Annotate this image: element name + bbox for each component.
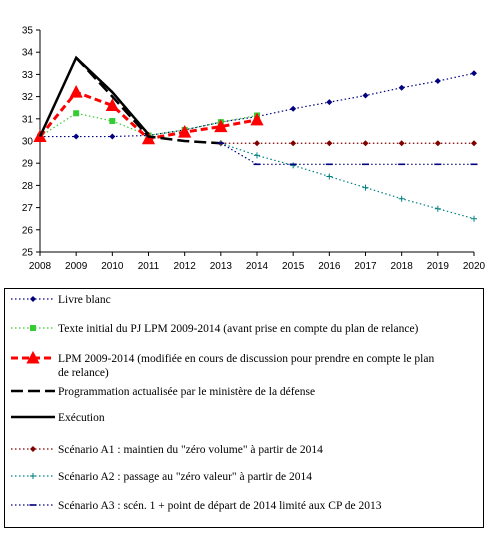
- x-tick-label: 2020: [463, 261, 486, 272]
- legend-label: Scénario A1 : maintien du "zéro volume" …: [58, 444, 323, 456]
- x-tick-label: 2011: [138, 261, 160, 272]
- y-tick-label: 30: [22, 137, 34, 148]
- series-line: [40, 72, 475, 138]
- legend-item-6: Scénario A1 : maintien du "zéro volume" …: [11, 444, 323, 456]
- x-tick-label: 2018: [391, 261, 414, 272]
- y-tick-label: 27: [22, 203, 34, 214]
- data-point: [362, 92, 369, 99]
- data-point: [434, 205, 441, 212]
- data-point: [471, 215, 477, 222]
- x-tick-label: 2009: [65, 261, 88, 272]
- legend-marker: [30, 473, 36, 479]
- series-line: [220, 142, 474, 165]
- legend-label: Scénario A2 : passage au "zéro valeur" à…: [58, 471, 312, 483]
- y-tick-label: 35: [22, 26, 34, 37]
- series-line: [75, 56, 221, 145]
- data-point: [362, 140, 369, 147]
- data-point: [471, 140, 477, 147]
- axes: 25 26 27 28 29 30 31 32 33 34 35 2008 2009 2010 2011 20…: [22, 26, 486, 273]
- y-tick-label: 26: [22, 225, 34, 236]
- legend-item-8: Scénario A3 : scén. 1 + point de départ …: [11, 500, 382, 512]
- data-point: [73, 110, 80, 117]
- legend-item-2: Texte initial du PJ LPM 2009-2014 (avant…: [11, 323, 419, 335]
- data-point: [290, 162, 297, 169]
- x-tick-label: 2010: [101, 261, 124, 272]
- legend-marker: [30, 325, 36, 331]
- data-point: [471, 70, 477, 77]
- series-4: [75, 56, 221, 145]
- legend-label: Texte initial du PJ LPM 2009-2014 (avant…: [58, 323, 419, 335]
- x-tick-label: 2014: [246, 261, 269, 272]
- x-tick-label: 2013: [210, 261, 233, 272]
- chart: 25 26 27 28 29 30 31 32 33 34 35 2008 2009 2010 2011 20…: [22, 26, 486, 273]
- data-point: [250, 112, 264, 126]
- data-point: [290, 140, 297, 147]
- legend-marker: [30, 296, 36, 302]
- legend-label: LPM 2009-2014 (modifiée en cours de disc…: [58, 353, 434, 365]
- data-point: [290, 105, 297, 112]
- x-tick-label: 2008: [29, 261, 52, 272]
- legend-item-3: LPM 2009-2014 (modifiée en cours de disc…: [11, 350, 434, 379]
- legend-item-4: Programmation actualisée par le ministèr…: [11, 386, 315, 398]
- data-point: [326, 99, 333, 106]
- series-layer: [33, 55, 478, 222]
- y-tick-label: 33: [22, 70, 34, 81]
- series-5: [38, 55, 150, 138]
- y-tick-label: 28: [22, 181, 34, 192]
- legend-label: Programmation actualisée par le ministèr…: [58, 386, 315, 398]
- legend-label: Scénario A3 : scén. 1 + point de départ …: [58, 500, 382, 512]
- data-point: [398, 140, 405, 147]
- y-tick-label: 25: [22, 248, 34, 259]
- data-point: [141, 131, 156, 145]
- data-point: [109, 133, 116, 140]
- x-tick-label: 2019: [427, 261, 450, 272]
- series-8: [217, 142, 478, 166]
- data-point: [109, 118, 116, 125]
- data-point: [105, 98, 119, 111]
- data-point: [254, 140, 260, 147]
- legend-label: Exécution: [58, 412, 105, 424]
- data-point: [73, 133, 80, 140]
- data-point: [69, 85, 83, 98]
- legend: Livre blanc Texte initial du PJ LPM 2009-…: [4, 288, 484, 528]
- y-tick-label: 32: [22, 92, 34, 103]
- series-1: [37, 70, 477, 140]
- legend-marker: [26, 350, 40, 364]
- x-tick-label: 2017: [354, 261, 377, 272]
- series-line: [38, 55, 150, 138]
- y-tick-label: 31: [22, 114, 34, 125]
- x-tick-label: 2015: [282, 261, 305, 272]
- data-point: [362, 184, 369, 191]
- data-point: [214, 119, 228, 133]
- series-line: [220, 142, 475, 220]
- legend-item-1: Livre blanc: [11, 294, 111, 306]
- y-tick-label: 29: [22, 159, 34, 170]
- legend-marker: [30, 446, 36, 452]
- legend-item-7: Scénario A2 : passage au "zéro valeur" à…: [11, 471, 312, 483]
- legend-svg: Livre blanc Texte initial du PJ LPM 2009-…: [11, 294, 434, 512]
- legend-label-cont: de relance): [58, 367, 109, 379]
- legend-item-5: Exécution: [11, 412, 105, 424]
- data-point: [434, 78, 441, 85]
- data-point: [398, 195, 405, 202]
- data-point: [434, 140, 441, 147]
- series-7: [217, 140, 477, 222]
- data-point: [398, 84, 405, 91]
- series-6: [217, 140, 477, 147]
- data-point: [326, 140, 333, 147]
- y-tick-label: 34: [22, 48, 34, 59]
- data-point: [178, 124, 192, 138]
- data-point: [326, 173, 333, 180]
- legend-label: Livre blanc: [58, 294, 111, 306]
- data-point: [254, 152, 260, 159]
- x-tick-label: 2012: [174, 261, 197, 272]
- x-tick-label: 2016: [318, 261, 341, 272]
